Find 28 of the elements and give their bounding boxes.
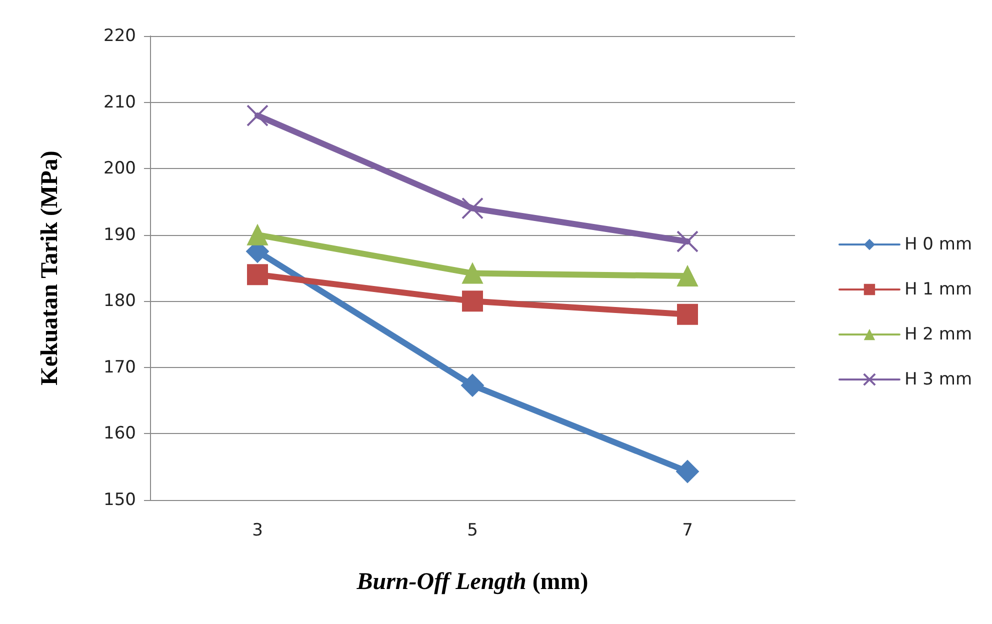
legend-label: H 0 mm — [904, 234, 972, 254]
legend-label: H 1 mm — [904, 280, 972, 300]
point — [247, 264, 268, 286]
point — [462, 262, 483, 284]
y-axis-title: Kekuatan Tarik (MPa) — [37, 150, 63, 386]
point — [676, 230, 698, 252]
x-tick-label: 3 — [252, 520, 263, 540]
point — [247, 224, 268, 246]
y-tick-label: 170 — [104, 357, 136, 378]
y-tick-label: 150 — [104, 490, 136, 510]
point — [677, 265, 698, 286]
y-tick-label: 190 — [104, 224, 136, 245]
y-tick-label: 180 — [104, 291, 136, 312]
legend-label: H 3 mm — [904, 370, 972, 390]
x-axis-title: Burn-Off Length (mm) — [356, 569, 588, 595]
point — [462, 290, 483, 312]
y-tick-label: 200 — [104, 158, 136, 179]
x-tick-label: 7 — [682, 520, 693, 540]
y-tick-label: 160 — [104, 424, 136, 444]
point — [461, 374, 484, 397]
point — [676, 460, 699, 483]
point — [246, 104, 268, 127]
x-tick-label: 5 — [467, 520, 478, 540]
point — [462, 197, 484, 220]
y-tick-label: 210 — [104, 92, 136, 112]
y-tick-label: 220 — [104, 26, 136, 46]
legend-label: H 2 mm — [904, 324, 972, 344]
point — [677, 304, 698, 325]
